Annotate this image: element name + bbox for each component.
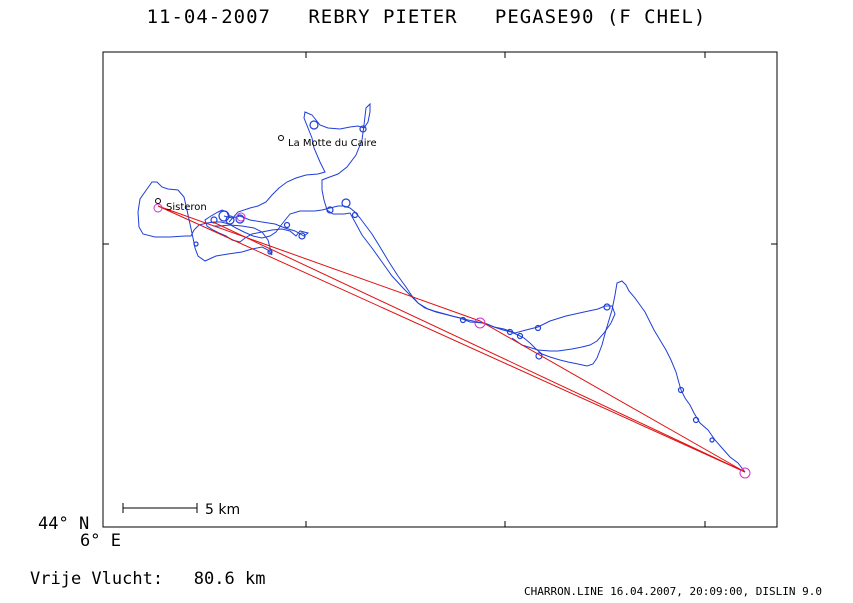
map-ticks: [103, 52, 777, 527]
flight-track-loops: [204, 209, 310, 243]
longitude-label: 6° E: [80, 531, 121, 551]
town-marker: [278, 135, 284, 141]
map-title: 11-04-2007 REBRY PIETER PEGASE90 (F CHEL…: [146, 6, 707, 28]
scale-label: 5 km: [205, 502, 240, 518]
flight-track-upper: [228, 102, 616, 352]
turnpoint-marker: [153, 203, 163, 213]
footer-info: CHARRON.LINE 16.04.2007, 20:09:00, DISLI…: [523, 585, 822, 598]
flight-track-west: [137, 181, 273, 262]
map-frame: [102, 51, 778, 528]
scale-bar: [122, 503, 198, 513]
summary-distance: 80.6 km: [193, 569, 266, 589]
latitude-label: 44° N: [38, 514, 90, 534]
flight-track: [198, 205, 746, 473]
thermal-markers: [193, 120, 715, 443]
route-line-extra: [212, 221, 746, 473]
turnpoint-marker: [739, 467, 751, 479]
town-label: Sisteron: [166, 202, 207, 213]
summary-label: Vrije Vlucht:: [30, 569, 164, 589]
route-line: [157, 205, 746, 473]
flight-summary: Vrije Vlucht: 80.6 km: [30, 569, 265, 589]
turnpoint-marker: [474, 317, 486, 329]
town-marker: [155, 198, 161, 204]
turnpoint-marker: [236, 212, 246, 222]
town-label: La Motte du Caire: [288, 138, 377, 149]
